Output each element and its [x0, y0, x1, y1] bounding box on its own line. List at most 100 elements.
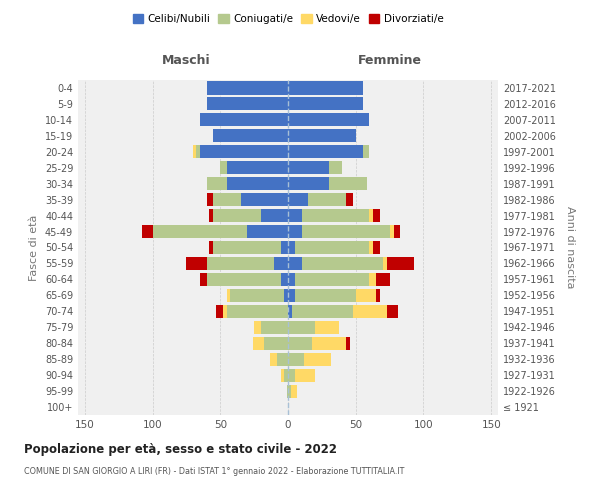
Bar — [207, 193, 214, 206]
Bar — [288, 193, 308, 206]
Bar — [227, 161, 288, 174]
Text: Maschi: Maschi — [162, 54, 211, 68]
Bar — [329, 177, 367, 190]
Bar — [288, 368, 295, 382]
Bar — [253, 336, 263, 350]
Bar — [271, 352, 277, 366]
Bar — [288, 273, 295, 286]
Bar — [288, 130, 356, 142]
Bar — [302, 225, 389, 238]
Bar — [304, 352, 331, 366]
Bar — [263, 336, 288, 350]
Bar — [387, 305, 398, 318]
Bar — [209, 241, 214, 254]
Bar — [369, 209, 373, 222]
Bar — [288, 98, 362, 110]
Bar — [295, 273, 369, 286]
Bar — [247, 225, 288, 238]
Bar — [287, 384, 288, 398]
Bar — [214, 209, 261, 222]
Text: Popolazione per età, sesso e stato civile - 2022: Popolazione per età, sesso e stato civil… — [24, 442, 337, 456]
Bar — [227, 305, 288, 318]
Bar — [302, 209, 369, 222]
Bar — [223, 305, 227, 318]
Bar — [387, 257, 414, 270]
Bar — [329, 161, 342, 174]
Bar — [227, 289, 230, 302]
Bar — [308, 193, 346, 206]
Legend: Celibi/Nubili, Coniugati/e, Vedovi/e, Divorziati/e: Celibi/Nubili, Coniugati/e, Vedovi/e, Di… — [128, 10, 448, 29]
Bar — [288, 145, 362, 158]
Bar — [288, 305, 292, 318]
Bar — [315, 320, 340, 334]
Bar — [288, 82, 362, 94]
Bar — [281, 368, 284, 382]
Bar — [200, 114, 288, 126]
Bar — [207, 177, 227, 190]
Bar — [369, 241, 373, 254]
Text: COMUNE DI SAN GIORGIO A LIRI (FR) - Dati ISTAT 1° gennaio 2022 - Elaborazione TU: COMUNE DI SAN GIORGIO A LIRI (FR) - Dati… — [24, 468, 404, 476]
Bar — [187, 257, 207, 270]
Y-axis label: Fasce di età: Fasce di età — [29, 214, 39, 280]
Bar — [214, 130, 288, 142]
Bar — [295, 289, 356, 302]
Bar — [288, 114, 369, 126]
Bar — [288, 384, 291, 398]
Bar — [277, 352, 288, 366]
Bar — [288, 177, 329, 190]
Bar — [353, 305, 387, 318]
Bar — [369, 273, 376, 286]
Bar — [376, 289, 380, 302]
Bar — [288, 257, 302, 270]
Bar — [207, 82, 288, 94]
Bar — [274, 257, 288, 270]
Bar — [376, 273, 389, 286]
Bar — [288, 289, 295, 302]
Bar — [214, 241, 281, 254]
Bar — [193, 145, 196, 158]
Bar — [284, 289, 288, 302]
Bar — [292, 305, 353, 318]
Bar — [373, 209, 380, 222]
Bar — [346, 336, 350, 350]
Bar — [295, 241, 369, 254]
Bar — [261, 320, 288, 334]
Bar — [356, 289, 376, 302]
Bar — [288, 320, 315, 334]
Bar — [142, 225, 152, 238]
Bar — [196, 145, 200, 158]
Bar — [220, 161, 227, 174]
Text: Femmine: Femmine — [358, 54, 422, 68]
Bar — [241, 193, 288, 206]
Bar — [207, 98, 288, 110]
Bar — [230, 289, 284, 302]
Bar — [288, 241, 295, 254]
Bar — [254, 320, 261, 334]
Bar — [281, 241, 288, 254]
Bar — [295, 368, 315, 382]
Bar — [261, 209, 288, 222]
Y-axis label: Anni di nascita: Anni di nascita — [565, 206, 575, 288]
Bar — [383, 257, 387, 270]
Bar — [302, 257, 383, 270]
Bar — [216, 305, 223, 318]
Bar — [389, 225, 394, 238]
Bar — [281, 273, 288, 286]
Bar — [284, 368, 288, 382]
Bar — [227, 177, 288, 190]
Bar — [288, 161, 329, 174]
Bar — [200, 145, 288, 158]
Bar — [373, 241, 380, 254]
Bar — [207, 273, 281, 286]
Bar — [209, 209, 214, 222]
Bar — [214, 193, 241, 206]
Bar — [288, 336, 313, 350]
Bar — [291, 384, 298, 398]
Bar — [207, 257, 274, 270]
Bar — [394, 225, 400, 238]
Bar — [288, 352, 304, 366]
Bar — [200, 273, 207, 286]
Bar — [362, 145, 369, 158]
Bar — [152, 225, 247, 238]
Bar — [313, 336, 346, 350]
